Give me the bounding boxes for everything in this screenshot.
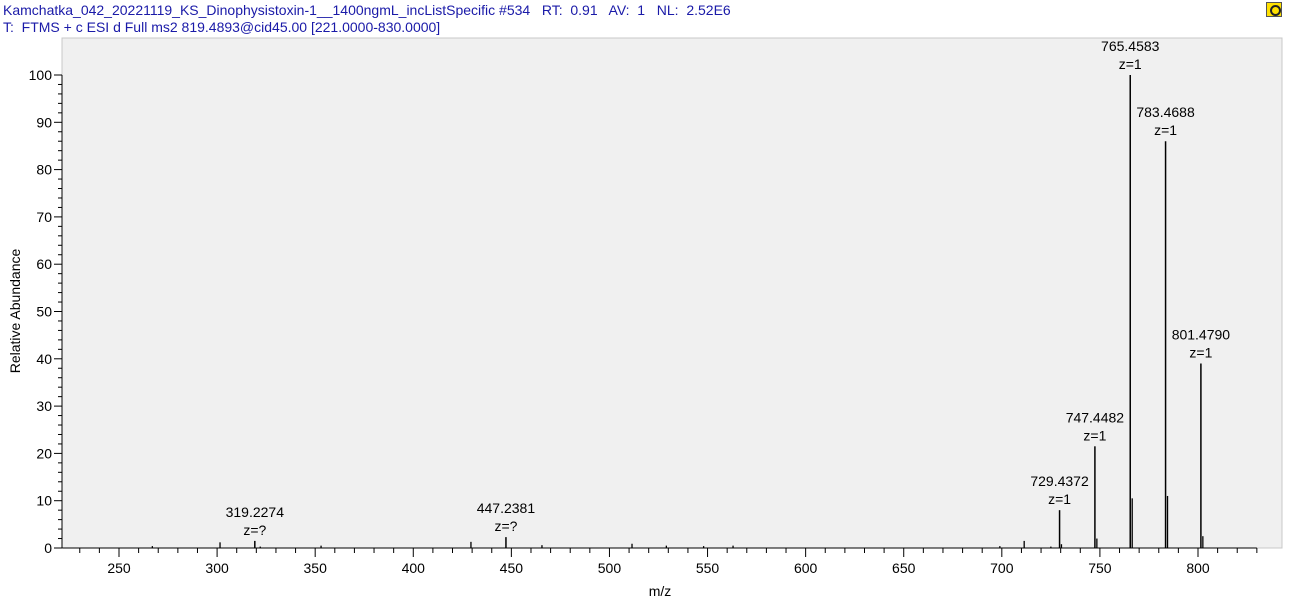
peak-label-charge: z=1 bbox=[1119, 56, 1142, 72]
y-tick-label: 80 bbox=[36, 162, 52, 178]
spectrum-settings-icon[interactable] bbox=[1266, 2, 1282, 17]
y-tick-label: 70 bbox=[36, 209, 52, 225]
x-tick-label: 700 bbox=[990, 560, 1014, 576]
x-tick-label: 250 bbox=[107, 560, 131, 576]
peak-label-charge: z=1 bbox=[1154, 122, 1177, 138]
peak-label-mz: 729.4372 bbox=[1030, 473, 1089, 489]
x-tick-label: 500 bbox=[598, 560, 622, 576]
x-tick-label: 400 bbox=[402, 560, 426, 576]
x-tick-label: 600 bbox=[794, 560, 818, 576]
x-tick-label: 650 bbox=[892, 560, 916, 576]
y-tick-label: 30 bbox=[36, 398, 52, 414]
peak-label-charge: z=1 bbox=[1083, 427, 1106, 443]
peak-label-mz: 319.2274 bbox=[226, 504, 285, 520]
y-axis-label: Relative Abundance bbox=[7, 249, 23, 374]
scan-header: Kamchatka_042_20221119_KS_Dinophysistoxi… bbox=[3, 2, 731, 18]
y-tick-label: 40 bbox=[36, 351, 52, 367]
x-tick-label: 350 bbox=[304, 560, 328, 576]
y-tick-label: 60 bbox=[36, 256, 52, 272]
peak-label-mz: 765.4583 bbox=[1101, 38, 1160, 54]
y-tick-label: 100 bbox=[29, 67, 53, 83]
x-tick-label: 450 bbox=[500, 560, 524, 576]
peak-label-charge: z=? bbox=[494, 518, 517, 534]
peak-label-charge: z=? bbox=[243, 522, 266, 538]
peak-label-mz: 447.2381 bbox=[477, 500, 536, 516]
peak-label-charge: z=1 bbox=[1048, 491, 1071, 507]
y-tick-label: 0 bbox=[44, 540, 52, 556]
x-tick-label: 800 bbox=[1186, 560, 1210, 576]
x-axis-label: m/z bbox=[649, 583, 672, 599]
x-tick-label: 750 bbox=[1088, 560, 1112, 576]
y-tick-label: 10 bbox=[36, 493, 52, 509]
plot-area bbox=[61, 37, 1283, 549]
peak-label-charge: z=1 bbox=[1189, 345, 1212, 361]
x-tick-label: 300 bbox=[205, 560, 229, 576]
y-tick-label: 90 bbox=[36, 114, 52, 130]
peak-label-mz: 801.4790 bbox=[1172, 327, 1231, 343]
peak-label-mz: 747.4482 bbox=[1066, 409, 1125, 425]
x-tick-label: 550 bbox=[696, 560, 720, 576]
y-tick-label: 20 bbox=[36, 445, 52, 461]
y-tick-label: 50 bbox=[36, 304, 52, 320]
peak-label-mz: 783.4688 bbox=[1136, 104, 1195, 120]
scan-filter: T: FTMS + c ESI d Full ms2 819.4893@cid4… bbox=[3, 19, 441, 35]
